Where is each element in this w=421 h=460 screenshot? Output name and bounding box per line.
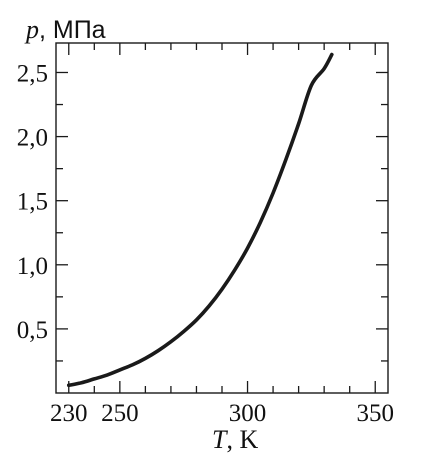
x-tick-label: 350	[356, 400, 394, 427]
x-tick-label: 230	[50, 400, 88, 427]
y-tick-label: 2,0	[17, 125, 48, 152]
x-tick-label: 300	[229, 400, 267, 427]
series-group	[66, 52, 334, 388]
y-axis-unit: , МПа	[39, 16, 106, 44]
y-axis-label: p, МПа	[24, 15, 106, 44]
x-tick-label: 250	[101, 400, 139, 427]
y-tick-label: 0,5	[17, 317, 48, 344]
x-axis-unit: , K	[226, 425, 258, 454]
y-tick-label: 1,5	[17, 189, 48, 216]
x-axis-label: T, K	[212, 425, 258, 454]
axis-ticks	[56, 43, 388, 393]
tick-labels: 230 250 300 350 0,5 1,0 1,5 2,0 2,5	[17, 60, 394, 427]
y-tick-label: 2,5	[17, 60, 48, 87]
plot-frame	[55, 42, 389, 394]
x-axis-variable: T	[212, 425, 228, 454]
y-tick-label: 1,0	[17, 253, 48, 280]
y-axis-variable: p	[24, 15, 39, 44]
series-line-0	[66, 52, 334, 388]
